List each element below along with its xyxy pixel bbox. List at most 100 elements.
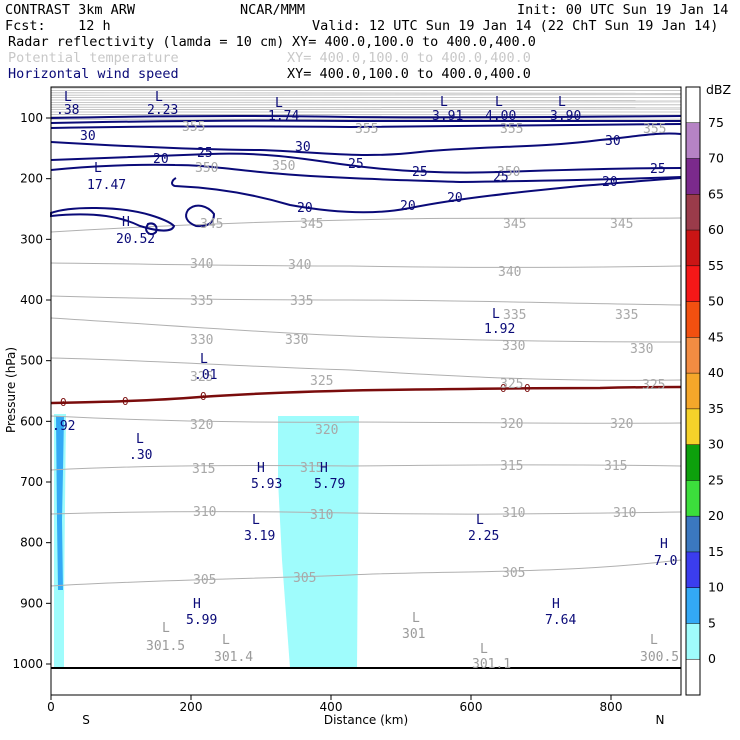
extremum-type: H: [320, 461, 328, 476]
extremum-type: L: [492, 307, 500, 322]
x-tick-label: 600: [460, 700, 483, 714]
y-tick-label: 1000: [12, 657, 43, 671]
theta-label: 345: [200, 217, 223, 232]
field-reflectivity: Radar reflectivity (lamda = 10 cm): [8, 34, 284, 50]
model-title: CONTRAST 3km ARW: [5, 2, 136, 18]
theta-label: 355: [182, 120, 205, 135]
x-tick-label: 0: [47, 700, 55, 714]
theta-label: 335: [615, 308, 638, 323]
colorbar-unit: dBZ: [706, 82, 731, 97]
theta-line: [50, 113, 682, 116]
theta-labels: 355 355 355 355 350 350 350 345 345 345 …: [182, 120, 666, 588]
institution-label: NCAR/MMM: [240, 2, 305, 18]
extremum-value: .38: [56, 103, 79, 118]
theta-label: 320: [610, 417, 633, 432]
theta-label: 345: [503, 217, 526, 232]
y-tick-label: 200: [20, 172, 43, 186]
extremum-value: .30: [129, 448, 152, 463]
y-tick-label: 300: [20, 232, 43, 246]
extremum-value: 3.91: [432, 109, 463, 124]
colorbar: dBZ 0 5 10 15 20 25 30 35 40 45 50 55 60 65 70 75: [685, 82, 731, 696]
wind-label: 25: [412, 165, 428, 180]
valid-time: Valid: 12 UTC Sun 19 Jan 14 (22 ChT Sun …: [312, 18, 718, 34]
y-tick-label: 100: [20, 111, 43, 125]
colorbar-swatch: [686, 373, 700, 409]
theta-label: 330: [190, 333, 213, 348]
extremum-value: 4.00: [485, 109, 516, 124]
extremum-type: H: [122, 215, 130, 230]
y-axis-label: Pressure (hPa): [4, 347, 18, 433]
colorbar-label: 70: [708, 151, 724, 166]
extremum-type: H: [660, 537, 668, 552]
extremum-value: .92: [52, 419, 75, 434]
freezing-label: 0: [500, 382, 507, 395]
colorbar-swatch: [686, 87, 700, 123]
extremum-type: L: [136, 432, 144, 447]
colorbar-label: 55: [708, 258, 724, 273]
theta-label: 355: [500, 122, 523, 137]
theta-label: 315: [604, 459, 627, 474]
freezing-label: 0: [122, 395, 129, 408]
theta-label: 340: [288, 258, 311, 273]
field-theta: Potential temperature: [8, 50, 179, 66]
extremum-type: L: [480, 642, 488, 657]
extremum-type: L: [476, 513, 484, 528]
theta-label: 315: [192, 462, 215, 477]
extremum-value: 5.99: [186, 613, 217, 628]
colorbar-swatch: [686, 659, 700, 695]
extremum-type: L: [558, 95, 566, 110]
theta-label: 345: [300, 217, 323, 232]
wind-speed-contours: [50, 114, 682, 236]
extremum-type: H: [193, 597, 201, 612]
theta-label: 310: [502, 506, 525, 521]
theta-label: 310: [193, 505, 216, 520]
field-theta-xy: XY= 400.0,100.0 to 400.0,400.0: [287, 50, 531, 66]
theta-label: 305: [193, 573, 216, 588]
extremum-value: 5.79: [314, 477, 345, 492]
extremum-type: L: [94, 161, 102, 176]
extremum-value: 301: [402, 627, 425, 642]
theta-label: 325: [500, 377, 523, 392]
colorbar-label: 15: [708, 544, 724, 559]
colorbar-label: 65: [708, 186, 724, 201]
colorbar-frame: [685, 86, 701, 696]
x-tick-label: 200: [180, 700, 203, 714]
colorbar-swatch: [686, 301, 700, 338]
extremum-value: 300.5: [640, 650, 679, 665]
colorbar-label: 40: [708, 365, 724, 380]
wind-label: 25: [197, 146, 213, 161]
extrema-labels: L .38 L 2.23 L 1.74 L 3.91 L 4.00 L 3.90…: [52, 90, 679, 672]
theta-label: 320: [190, 418, 213, 433]
extremum-type: H: [552, 597, 560, 612]
theta-label: 335: [190, 294, 213, 309]
y-tick-label: 900: [20, 596, 43, 610]
freezing-label: 0: [60, 396, 67, 409]
colorbar-swatch: [686, 158, 700, 195]
theta-label: 335: [290, 294, 313, 309]
colorbar-label: 50: [708, 294, 724, 309]
theta-line: [50, 99, 682, 101]
theta-label: 350: [195, 161, 218, 176]
theta-label: 350: [272, 159, 295, 174]
colorbar-label: 0: [708, 651, 716, 666]
colorbar-label: 45: [708, 329, 724, 344]
theta-label: 305: [502, 566, 525, 581]
theta-label: 330: [502, 339, 525, 354]
theta-line: [50, 92, 682, 94]
extremum-value: 3.90: [550, 109, 581, 124]
colorbar-label: 60: [708, 222, 724, 237]
extremum-type: L: [412, 611, 420, 626]
colorbar-label: 35: [708, 401, 724, 416]
extremum-type: L: [495, 95, 503, 110]
theta-label: 305: [293, 571, 316, 586]
extremum-type: L: [650, 633, 658, 648]
colorbar-swatch: [686, 408, 700, 445]
extremum-value: 1.74: [268, 109, 299, 124]
wind-label: 25: [650, 162, 666, 177]
colorbar-swatch: [686, 480, 700, 517]
colorbar-swatch: [686, 194, 700, 231]
colorbar-label: 5: [708, 615, 716, 630]
colorbar-label: 30: [708, 437, 724, 452]
wind-label: 20: [400, 199, 416, 214]
colorbar-swatch: [686, 122, 700, 159]
